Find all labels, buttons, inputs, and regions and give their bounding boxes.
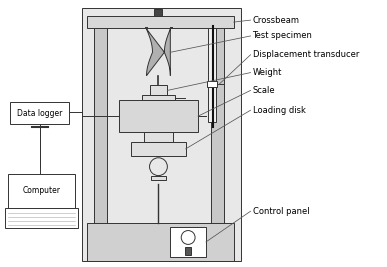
Bar	[87, 223, 234, 261]
Polygon shape	[147, 29, 170, 76]
Bar	[144, 132, 173, 142]
Bar	[207, 81, 217, 88]
Bar	[154, 9, 163, 16]
Bar	[82, 8, 241, 261]
Text: Crossbeam: Crossbeam	[253, 15, 300, 25]
Text: Control panel: Control panel	[253, 207, 309, 216]
Bar	[170, 227, 206, 257]
Bar	[87, 16, 234, 28]
Text: Computer: Computer	[22, 186, 61, 195]
Bar	[131, 142, 186, 156]
Bar	[149, 85, 167, 95]
Bar	[94, 20, 107, 224]
Text: Data logger: Data logger	[17, 109, 62, 118]
Text: Scale: Scale	[253, 86, 275, 95]
Bar	[151, 176, 166, 179]
Bar	[208, 28, 216, 122]
Bar	[119, 100, 198, 132]
Text: Displacement transducer: Displacement transducer	[253, 50, 359, 59]
Text: Loading disk: Loading disk	[253, 106, 305, 115]
Text: Test specimen: Test specimen	[253, 32, 312, 41]
Bar	[10, 102, 69, 124]
Bar	[5, 208, 78, 228]
Text: Weight: Weight	[253, 68, 282, 77]
Bar	[8, 174, 75, 208]
Bar	[142, 95, 175, 100]
Bar	[211, 20, 224, 224]
Bar	[185, 247, 191, 255]
